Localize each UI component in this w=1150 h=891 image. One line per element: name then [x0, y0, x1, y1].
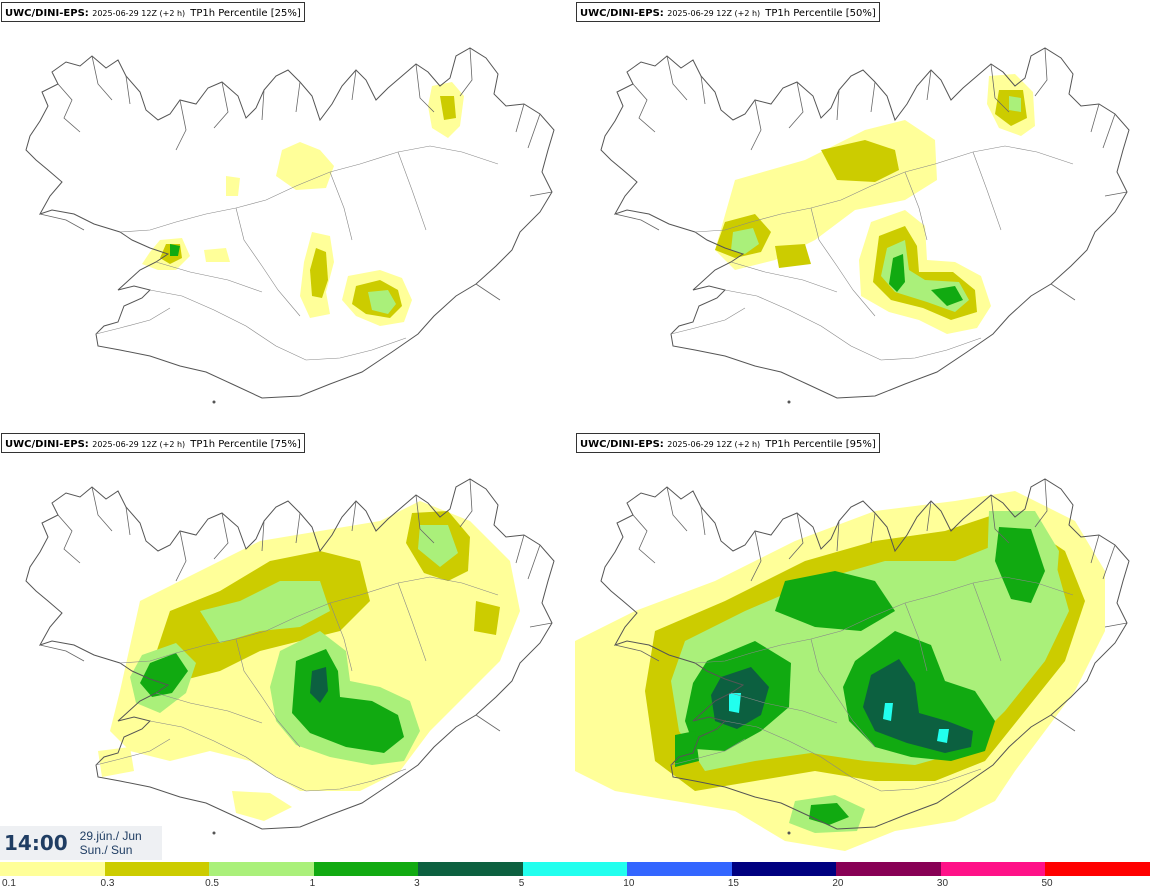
- legend-swatch: [731, 862, 837, 876]
- precip-layer-p75: [98, 501, 520, 821]
- legend-tick-label: 0.1: [2, 878, 16, 889]
- map-panel-p50: UWC/DINI-EPS: 2025-06-29 12Z (+2 h) TP1h…: [575, 0, 1150, 430]
- legend-swatch: [627, 862, 732, 876]
- field-description: TP1h Percentile [75%]: [190, 439, 301, 450]
- legend-tick-label: 15: [727, 878, 739, 889]
- legend-tick-label: 20: [832, 878, 844, 889]
- map-panel-p25: UWC/DINI-EPS: 2025-06-29 12Z (+2 h) TP1h…: [0, 0, 575, 430]
- legend-color-bar: [0, 862, 1150, 876]
- model-name: UWC/DINI-EPS: [5, 8, 85, 19]
- legend-swatch: [1045, 862, 1150, 876]
- field-description: TP1h Percentile [50%]: [765, 8, 876, 19]
- run-time: 2025-06-29 12Z (+2 h): [92, 440, 186, 449]
- run-time: 2025-06-29 12Z (+2 h): [667, 440, 761, 449]
- legend-tick-label: 3: [414, 878, 420, 889]
- model-name: UWC/DINI-EPS: [5, 439, 85, 450]
- map-panel-p95: UWC/DINI-EPS: 2025-06-29 12Z (+2 h) TP1h…: [575, 431, 1150, 861]
- legend-swatch: [836, 862, 941, 876]
- legend-tick-label: 1: [309, 878, 316, 889]
- legend-tick-label: 0.3: [100, 878, 115, 889]
- model-name: UWC/DINI-EPS: [580, 439, 660, 450]
- map-panel-p75: UWC/DINI-EPS: 2025-06-29 12Z (+2 h) TP1h…: [0, 431, 575, 861]
- legend-swatch: [313, 862, 419, 876]
- field-description: TP1h Percentile [95%]: [765, 439, 876, 450]
- legend-tick-label: 30: [936, 878, 949, 889]
- field-description: TP1h Percentile [25%]: [190, 8, 301, 19]
- precip-layer-p50: [715, 74, 1035, 334]
- panel-title: UWC/DINI-EPS: 2025-06-29 12Z (+2 h) TP1h…: [576, 433, 880, 453]
- iceland-map-p25: [25, 47, 555, 404]
- legend-swatch: [418, 862, 523, 876]
- legend-swatch: [0, 862, 105, 876]
- panel-title: UWC/DINI-EPS: 2025-06-29 12Z (+2 h) TP1h…: [1, 2, 305, 22]
- valid-date-line2: Sun./ Sun: [79, 843, 133, 857]
- model-name: UWC/DINI-EPS: [580, 8, 660, 19]
- panel-title: UWC/DINI-EPS: 2025-06-29 12Z (+2 h) TP1h…: [576, 2, 880, 22]
- valid-time: 14:00: [4, 831, 68, 855]
- legend-swatch: [940, 862, 1046, 876]
- run-time: 2025-06-29 12Z (+2 h): [667, 9, 761, 18]
- legend-swatch: [104, 862, 210, 876]
- legend-tick-label: 50: [1041, 878, 1053, 889]
- precip-layer-p25: [142, 82, 464, 326]
- valid-date: 29.jún./ Jun Sun./ Sun: [80, 829, 142, 857]
- valid-time-box: 14:00 29.jún./ Jun Sun./ Sun: [0, 826, 162, 860]
- legend-swatch: [522, 862, 628, 876]
- legend-tick-labels: 0.1 0.3 0.5 1 3 5 10 15 20 30 50: [0, 876, 1150, 891]
- valid-date-line1: 29.jún./ Jun: [79, 829, 142, 843]
- iceland-map-p75: [25, 478, 555, 835]
- precip-layer-p95: [575, 491, 1105, 851]
- iceland-map-p95: [575, 478, 1130, 851]
- iceland-map-p50: [600, 47, 1130, 404]
- legend-tick-label: 10: [623, 878, 635, 889]
- legend-tick-label: 5: [518, 878, 525, 889]
- legend-tick-label: 0.5: [205, 878, 219, 889]
- precip-legend: 0.1 0.3 0.5 1 3 5 10 15 20 30 50: [0, 862, 1150, 891]
- panel-title: UWC/DINI-EPS: 2025-06-29 12Z (+2 h) TP1h…: [1, 433, 305, 453]
- run-time: 2025-06-29 12Z (+2 h): [92, 9, 186, 18]
- legend-swatch: [209, 862, 314, 876]
